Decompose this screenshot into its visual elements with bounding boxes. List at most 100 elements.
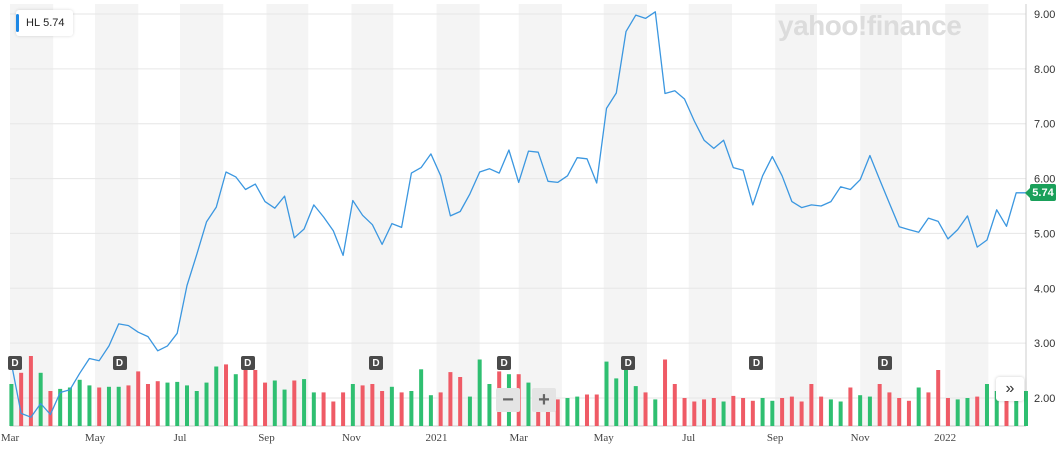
volume-bar — [67, 387, 72, 426]
volume-bar — [780, 398, 785, 426]
dividend-marker[interactable]: D — [497, 356, 512, 370]
month-band — [688, 4, 732, 426]
volume-bar — [155, 381, 160, 426]
volume-bar — [321, 392, 326, 426]
volume-bar — [370, 384, 375, 426]
x-tick-label: Jul — [174, 432, 187, 444]
x-tick-label: Mar — [510, 432, 529, 444]
x-tick-label: Sep — [258, 432, 275, 444]
volume-bar — [926, 392, 931, 426]
volume-bar — [19, 372, 24, 426]
volume-bar — [263, 382, 268, 426]
volume-bar — [389, 386, 394, 426]
x-tick-label: Jul — [682, 432, 695, 444]
legend[interactable]: HL 5.74 — [16, 10, 73, 36]
series-color-swatch — [16, 14, 19, 32]
volume-bar — [194, 391, 199, 426]
month-band — [351, 4, 394, 426]
volume-bar — [9, 384, 14, 426]
dividend-marker[interactable]: D — [8, 356, 22, 370]
dividend-marker[interactable]: D — [877, 356, 892, 370]
volume-bar — [819, 396, 824, 426]
volume-bar — [341, 392, 346, 426]
x-tick-label: Nov — [851, 432, 870, 444]
volume-bar — [282, 389, 287, 426]
volume-bar — [682, 398, 687, 426]
volume-bar — [28, 356, 33, 426]
y-tick-label: 5.00 — [1034, 228, 1055, 240]
volume-bar — [175, 381, 180, 426]
volume-bar — [467, 396, 472, 426]
volume-bar — [584, 394, 589, 426]
volume-bar — [594, 394, 599, 426]
y-tick-label: 9.00 — [1034, 9, 1055, 21]
dividend-marker[interactable]: D — [368, 356, 383, 370]
volume-bar — [809, 384, 814, 426]
volume-bar — [399, 392, 404, 426]
price-line — [10, 11, 1026, 418]
volume-bar — [672, 384, 677, 426]
volume-bar — [848, 387, 853, 426]
volume-bar — [458, 377, 463, 426]
volume-bar — [906, 400, 911, 426]
volume-bar — [448, 372, 453, 426]
y-tick-label: 4.00 — [1034, 283, 1055, 295]
x-tick-label: Sep — [767, 432, 784, 444]
volume-bar — [614, 378, 619, 426]
volume-bar — [536, 402, 541, 426]
x-tick-label: 2021 — [425, 432, 447, 444]
volume-bar — [487, 384, 492, 426]
volume-bar — [77, 379, 82, 426]
volume-bar — [165, 382, 170, 426]
volume-bar — [136, 371, 141, 426]
volume-bar — [760, 398, 765, 426]
volume-bar — [350, 384, 355, 426]
x-tick-label: 2022 — [934, 432, 956, 444]
volume-bar — [770, 400, 775, 426]
volume-bar — [984, 384, 989, 426]
dividend-marker[interactable]: D — [240, 356, 255, 370]
volume-bar — [1014, 396, 1019, 426]
x-tick-label: May — [594, 432, 615, 444]
last-price-badge: 5.74 — [1025, 184, 1056, 201]
volume-bar — [1004, 387, 1009, 426]
volume-bar — [975, 396, 980, 426]
y-tick-label: 2.00 — [1034, 393, 1055, 405]
volume-bar — [204, 382, 209, 426]
volume-bar — [311, 392, 316, 426]
volume-bar — [438, 392, 443, 426]
volume-bar — [106, 386, 111, 426]
volume-bar — [545, 405, 550, 426]
volume-bar — [116, 386, 121, 426]
volume-bar — [253, 370, 258, 426]
dividend-marker[interactable]: D — [112, 356, 127, 370]
month-band — [436, 4, 480, 426]
dividend-marker[interactable]: D — [621, 356, 636, 370]
volume-bar — [233, 374, 238, 426]
volume-bar — [243, 369, 248, 426]
volume-bar — [867, 396, 872, 426]
volume-bar — [858, 395, 863, 426]
volume-bar — [145, 384, 150, 426]
volume-bar — [565, 398, 570, 426]
volume-bar — [58, 388, 63, 426]
month-band — [603, 4, 647, 426]
volume-bar — [428, 395, 433, 426]
volume-bar — [741, 398, 746, 426]
volume-bar — [184, 385, 189, 426]
zoom-in-button[interactable]: + — [532, 388, 556, 412]
volume-bar — [702, 399, 707, 426]
volume-bar — [555, 399, 560, 426]
volume-bar — [214, 366, 219, 426]
volume-bar — [653, 399, 658, 426]
volume-bar — [877, 384, 882, 426]
zoom-out-button[interactable]: − — [496, 388, 520, 412]
scroll-to-latest-button[interactable]: » — [996, 377, 1024, 401]
month-band — [10, 4, 54, 426]
volume-bar — [272, 380, 277, 426]
dividend-marker[interactable]: D — [749, 356, 764, 370]
volume-bar — [663, 359, 668, 426]
month-band — [180, 4, 224, 426]
volume-bar — [292, 380, 297, 426]
